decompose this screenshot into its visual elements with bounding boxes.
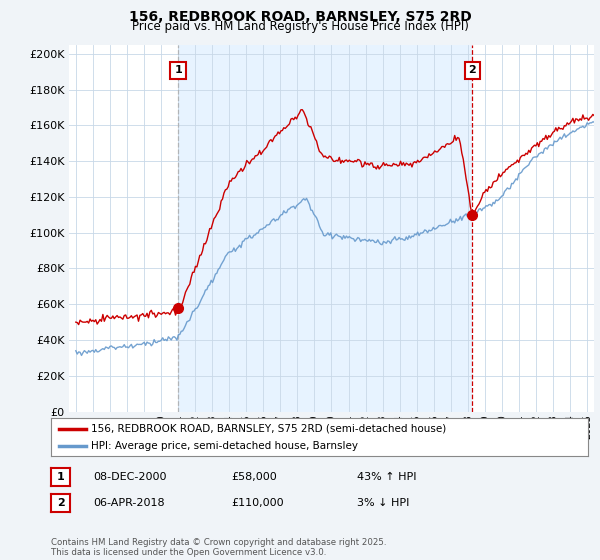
Text: 43% ↑ HPI: 43% ↑ HPI xyxy=(357,472,416,482)
Text: 06-APR-2018: 06-APR-2018 xyxy=(93,498,164,508)
Text: Price paid vs. HM Land Registry's House Price Index (HPI): Price paid vs. HM Land Registry's House … xyxy=(131,20,469,33)
Text: HPI: Average price, semi-detached house, Barnsley: HPI: Average price, semi-detached house,… xyxy=(91,441,358,451)
Text: 2: 2 xyxy=(469,66,476,76)
Bar xyxy=(178,45,472,412)
Text: 156, REDBROOK ROAD, BARNSLEY, S75 2RD: 156, REDBROOK ROAD, BARNSLEY, S75 2RD xyxy=(128,10,472,24)
Text: 156, REDBROOK ROAD, BARNSLEY, S75 2RD (semi-detached house): 156, REDBROOK ROAD, BARNSLEY, S75 2RD (s… xyxy=(91,423,446,433)
Text: £58,000: £58,000 xyxy=(231,472,277,482)
Text: £110,000: £110,000 xyxy=(231,498,284,508)
Text: 2: 2 xyxy=(57,498,64,508)
Text: Contains HM Land Registry data © Crown copyright and database right 2025.
This d: Contains HM Land Registry data © Crown c… xyxy=(51,538,386,557)
Text: 08-DEC-2000: 08-DEC-2000 xyxy=(93,472,167,482)
Text: 3% ↓ HPI: 3% ↓ HPI xyxy=(357,498,409,508)
Text: 1: 1 xyxy=(174,66,182,76)
Text: 1: 1 xyxy=(57,472,64,482)
